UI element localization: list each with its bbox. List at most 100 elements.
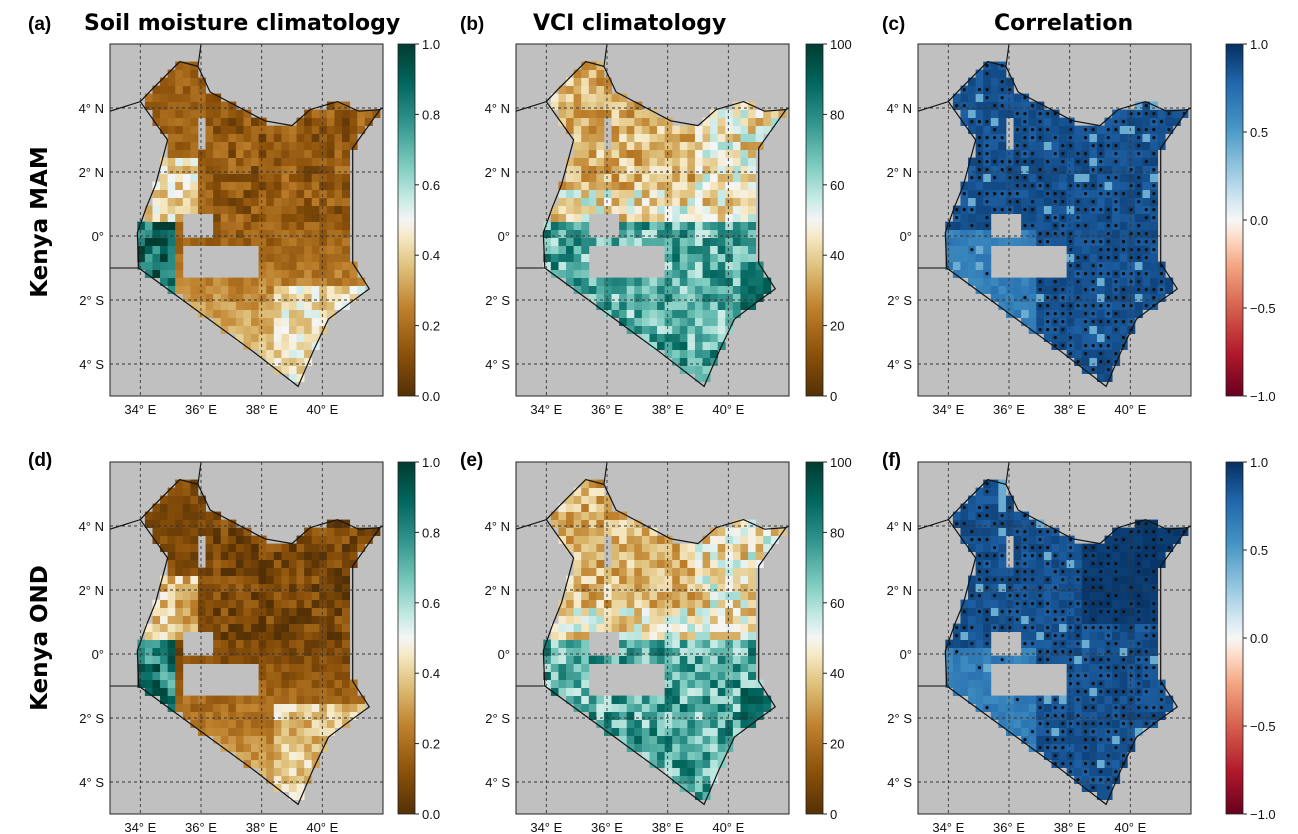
grid-cell bbox=[664, 285, 673, 294]
grid-cell bbox=[679, 173, 688, 182]
grid-cell bbox=[1127, 197, 1136, 206]
grid-cell bbox=[319, 117, 328, 126]
grid-cell bbox=[983, 205, 992, 214]
grid-cell bbox=[334, 197, 343, 206]
grid-cell bbox=[672, 157, 681, 166]
grid-cell bbox=[641, 125, 650, 134]
grid-cell bbox=[160, 671, 169, 680]
grid-cell bbox=[288, 149, 297, 158]
grid-cell bbox=[205, 173, 214, 182]
grid-cell bbox=[687, 639, 696, 648]
grid-cell bbox=[1096, 711, 1105, 720]
grid-cell bbox=[160, 261, 169, 270]
grid-cell bbox=[288, 349, 297, 358]
grid-cell bbox=[975, 695, 984, 704]
grid-cell bbox=[960, 527, 969, 536]
colorbar-tick-label: −0.5 bbox=[1250, 301, 1276, 316]
grid-cell bbox=[1112, 213, 1121, 222]
grid-cell bbox=[1096, 229, 1105, 238]
grid-cell bbox=[641, 751, 650, 760]
grid-cell bbox=[1074, 189, 1083, 198]
grid-cell bbox=[1028, 301, 1037, 310]
grid-cell bbox=[558, 511, 567, 520]
grid-cell bbox=[251, 639, 260, 648]
grid-cell bbox=[664, 655, 673, 664]
grid-cell bbox=[258, 711, 267, 720]
grid-cell bbox=[1036, 615, 1045, 624]
grid-cell bbox=[258, 309, 267, 318]
grid-cell bbox=[573, 591, 582, 600]
significance-dot bbox=[1152, 128, 1156, 132]
grid-cell bbox=[664, 607, 673, 616]
grid-cell bbox=[998, 703, 1007, 712]
grid-cell bbox=[634, 149, 643, 158]
significance-dot bbox=[992, 192, 997, 196]
grid-cell bbox=[251, 141, 260, 150]
significance-dot bbox=[1106, 304, 1110, 308]
grid-cell bbox=[732, 687, 741, 696]
grid-cell bbox=[755, 269, 764, 278]
grid-cell bbox=[732, 655, 741, 664]
grid-cell bbox=[619, 623, 628, 632]
grid-cell bbox=[998, 277, 1007, 286]
grid-cell bbox=[304, 173, 313, 182]
grid-cell bbox=[641, 583, 650, 592]
grid-cell bbox=[288, 285, 297, 294]
grid-cell bbox=[167, 221, 176, 230]
grid-cell bbox=[213, 631, 222, 640]
grid-cell bbox=[998, 109, 1007, 118]
colorbar-tick-label: 0.8 bbox=[422, 107, 440, 122]
grid-cell bbox=[342, 679, 351, 688]
grid-cell bbox=[657, 133, 666, 142]
grid-cell bbox=[152, 117, 161, 126]
grid-cell bbox=[311, 543, 320, 552]
grid-cell bbox=[251, 543, 260, 552]
grid-cell bbox=[1096, 743, 1105, 752]
grid-cell bbox=[603, 607, 612, 616]
grid-cell bbox=[710, 607, 719, 616]
grid-cell bbox=[167, 687, 176, 696]
grid-cell bbox=[258, 687, 267, 696]
grid-cell bbox=[311, 133, 320, 142]
grid-cell bbox=[717, 309, 726, 318]
grid-cell bbox=[334, 615, 343, 624]
grid-cell bbox=[243, 703, 252, 712]
grid-cell bbox=[588, 583, 597, 592]
grid-cell bbox=[611, 109, 620, 118]
grid-cell bbox=[175, 599, 184, 608]
grid-cell bbox=[672, 687, 681, 696]
grid-cell bbox=[710, 575, 719, 584]
significance-dot bbox=[955, 634, 959, 638]
grid-cell bbox=[998, 719, 1007, 728]
grid-cell bbox=[657, 759, 666, 768]
grid-cell bbox=[1142, 165, 1151, 174]
grid-cell bbox=[228, 743, 237, 752]
grid-cell bbox=[573, 631, 582, 640]
grid-cell bbox=[717, 173, 726, 182]
grid-cell bbox=[588, 197, 597, 206]
grid-cell bbox=[235, 181, 244, 190]
grid-cell bbox=[334, 671, 343, 680]
grid-cell bbox=[573, 655, 582, 664]
significance-dot bbox=[1091, 722, 1095, 726]
grid-cell bbox=[687, 567, 696, 576]
grid-cell bbox=[213, 599, 222, 608]
grid-cell bbox=[205, 655, 214, 664]
grid-cell bbox=[1066, 149, 1075, 158]
grid-cell bbox=[220, 213, 229, 222]
grid-cell bbox=[281, 157, 290, 166]
grid-cell bbox=[334, 237, 343, 246]
grid-cell bbox=[725, 591, 734, 600]
grid-cell bbox=[626, 711, 635, 720]
grid-cell bbox=[235, 567, 244, 576]
grid-cell bbox=[311, 623, 320, 632]
grid-cell bbox=[296, 117, 305, 126]
lat-tick-label: 2° N bbox=[79, 583, 104, 598]
grid-cell bbox=[1074, 647, 1083, 656]
grid-cell bbox=[740, 535, 749, 544]
grid-cell bbox=[1028, 527, 1037, 536]
grid-cell bbox=[649, 591, 658, 600]
grid-cell bbox=[243, 551, 252, 560]
grid-cell bbox=[205, 181, 214, 190]
significance-dot bbox=[1015, 610, 1019, 614]
